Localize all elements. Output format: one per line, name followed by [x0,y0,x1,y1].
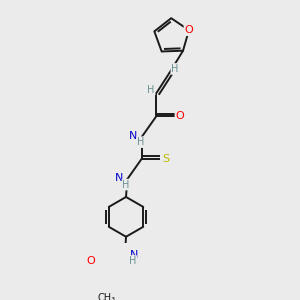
Text: O: O [184,25,193,35]
Text: O: O [176,111,184,121]
Text: H: H [122,180,130,190]
Text: N: N [130,250,139,260]
Text: H: H [147,85,155,94]
Text: O: O [86,256,95,266]
Text: H: H [137,137,144,147]
Text: CH₃: CH₃ [98,292,116,300]
Text: S: S [162,154,169,164]
Text: N: N [115,173,123,183]
Text: N: N [129,130,137,141]
Text: H: H [171,64,179,74]
Text: H: H [129,256,136,266]
